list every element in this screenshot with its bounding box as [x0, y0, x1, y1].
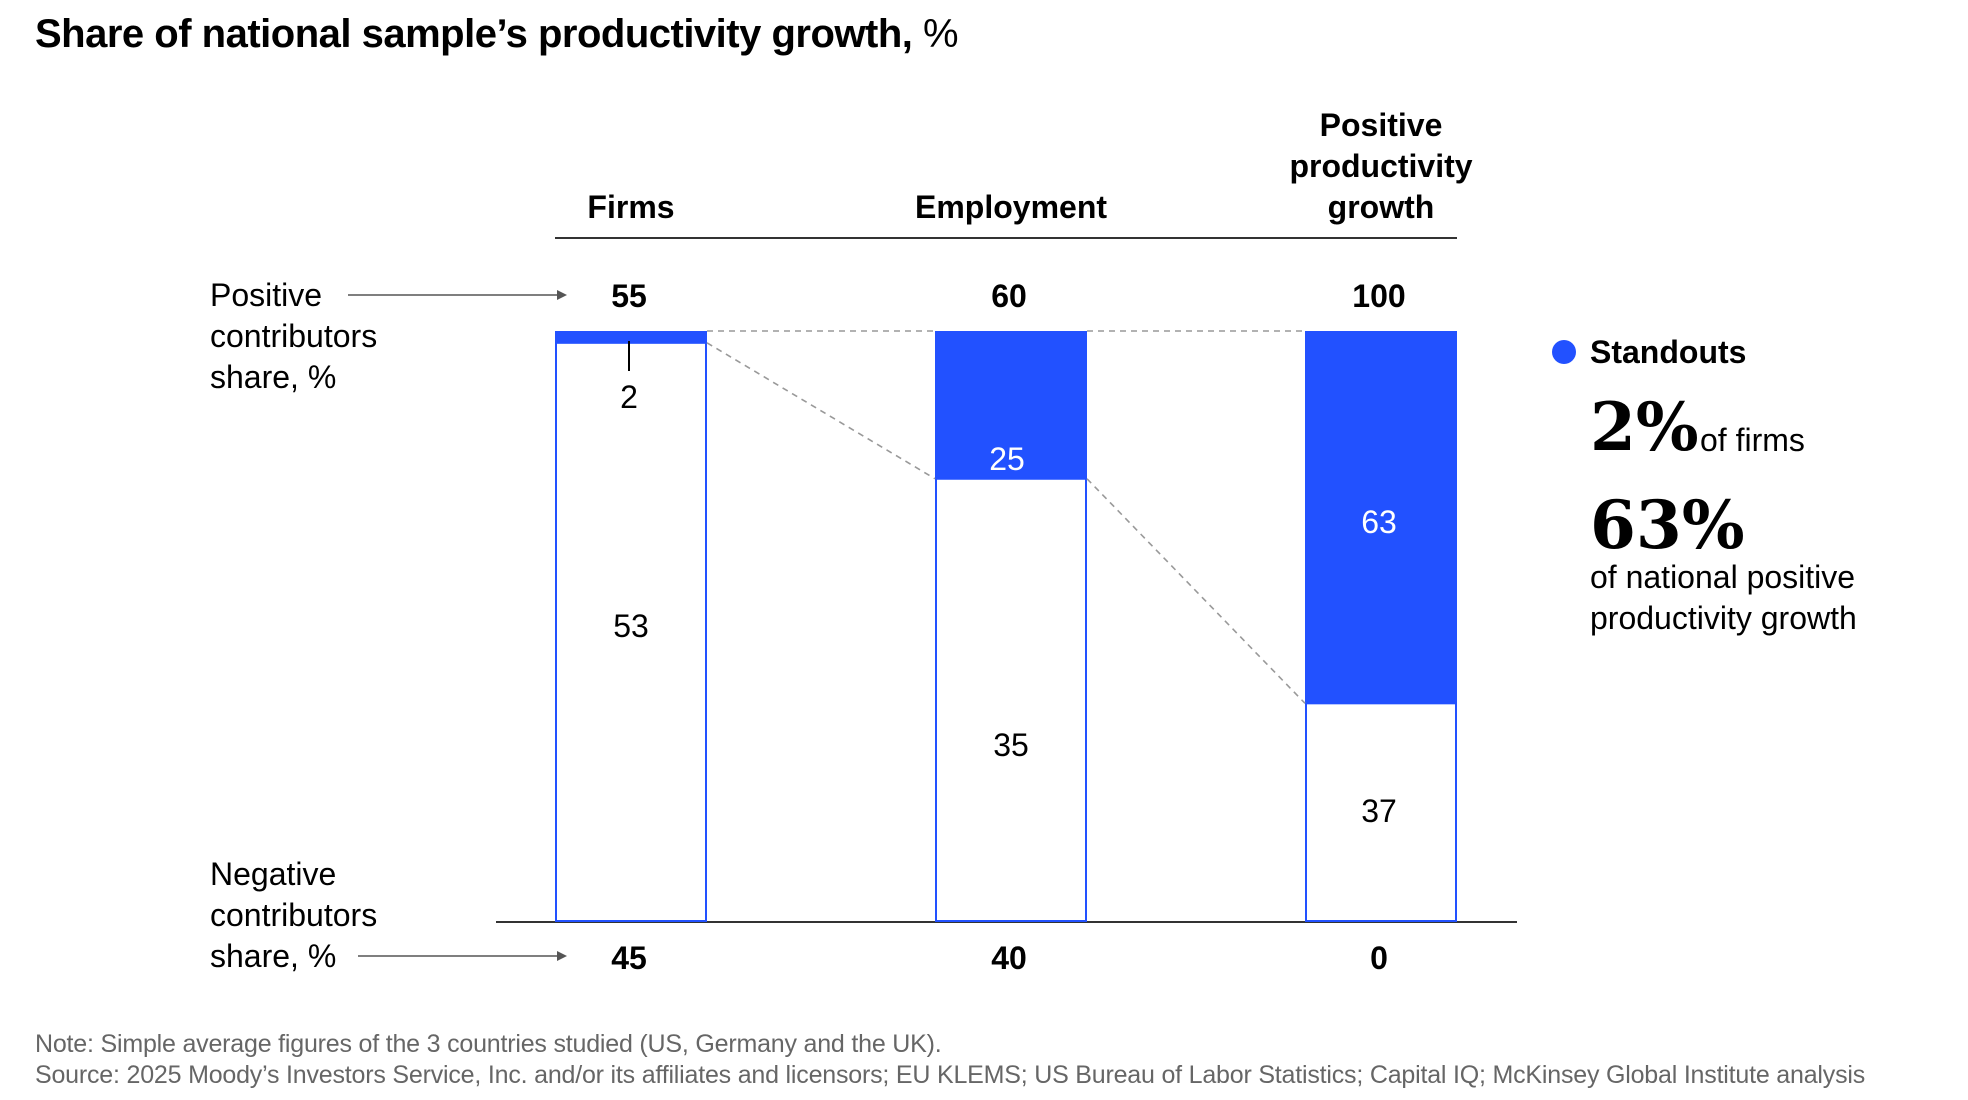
- bar-segment-other: [555, 341, 707, 922]
- negative-row-label-line: contributors: [210, 897, 377, 933]
- data-label-other: 53: [613, 608, 649, 644]
- positive-row-label-line: share, %: [210, 359, 336, 395]
- bar-segment-standouts: [935, 331, 1087, 479]
- negative-total-label: 40: [991, 940, 1027, 976]
- bar-segment-other: [1305, 702, 1457, 923]
- callout-stat1-text: of firms: [1700, 422, 1805, 458]
- positive-row-label-line: Positive: [210, 277, 322, 313]
- footnote-note: Note: Simple average figures of the 3 co…: [35, 1030, 942, 1058]
- negative-total-label: 0: [1370, 940, 1388, 976]
- data-label-other: 37: [1361, 793, 1397, 829]
- positive-total-label: 100: [1352, 278, 1405, 314]
- chart-title: Share of national sample’s productivity …: [35, 12, 959, 57]
- legend-swatch-standouts: [1552, 340, 1576, 364]
- positive-row-label-line: contributors: [210, 318, 377, 354]
- callout-stat2-text-line: productivity growth: [1590, 600, 1857, 636]
- negative-row-label-line: share, %: [210, 938, 336, 974]
- dashed-connector-diag-1: [706, 342, 936, 480]
- callout-stat1-value: 2%: [1590, 388, 1699, 466]
- bar-segment-standouts: [1305, 331, 1457, 704]
- data-label-standouts: 63: [1361, 504, 1397, 540]
- category-label-2-line-0: Positive: [1320, 107, 1443, 143]
- bar-segment-other: [935, 477, 1087, 922]
- positive-arrow-head: [557, 290, 567, 300]
- callout-stat2-text-line: of national positive: [1590, 559, 1855, 595]
- negative-row-label-line: Negative: [210, 856, 336, 892]
- negative-arrow-head: [557, 951, 567, 961]
- chart-title-unit: %: [923, 12, 959, 56]
- category-label-2-line-1: productivity: [1289, 148, 1472, 184]
- category-label-0-line-0: Firms: [587, 189, 674, 225]
- category-label-2-line-2: growth: [1328, 189, 1435, 225]
- positive-total-label: 55: [611, 278, 647, 314]
- positive-total-label: 60: [991, 278, 1027, 314]
- negative-total-label: 45: [611, 940, 647, 976]
- dashed-connector-diag-2: [1086, 478, 1306, 704]
- data-label-standouts: 2: [620, 379, 638, 415]
- chart-title-bold: Share of national sample’s productivity …: [35, 12, 913, 56]
- legend-label-standouts: Standouts: [1590, 334, 1746, 370]
- data-label-standouts: 25: [989, 441, 1025, 477]
- data-label-other: 35: [993, 727, 1029, 763]
- footnote-source: Source: 2025 Moody’s Investors Service, …: [35, 1061, 1866, 1089]
- callout-stat2-value: 63%: [1590, 486, 1745, 564]
- category-label-1-line-0: Employment: [915, 189, 1107, 225]
- bar-segment-standouts: [555, 331, 707, 343]
